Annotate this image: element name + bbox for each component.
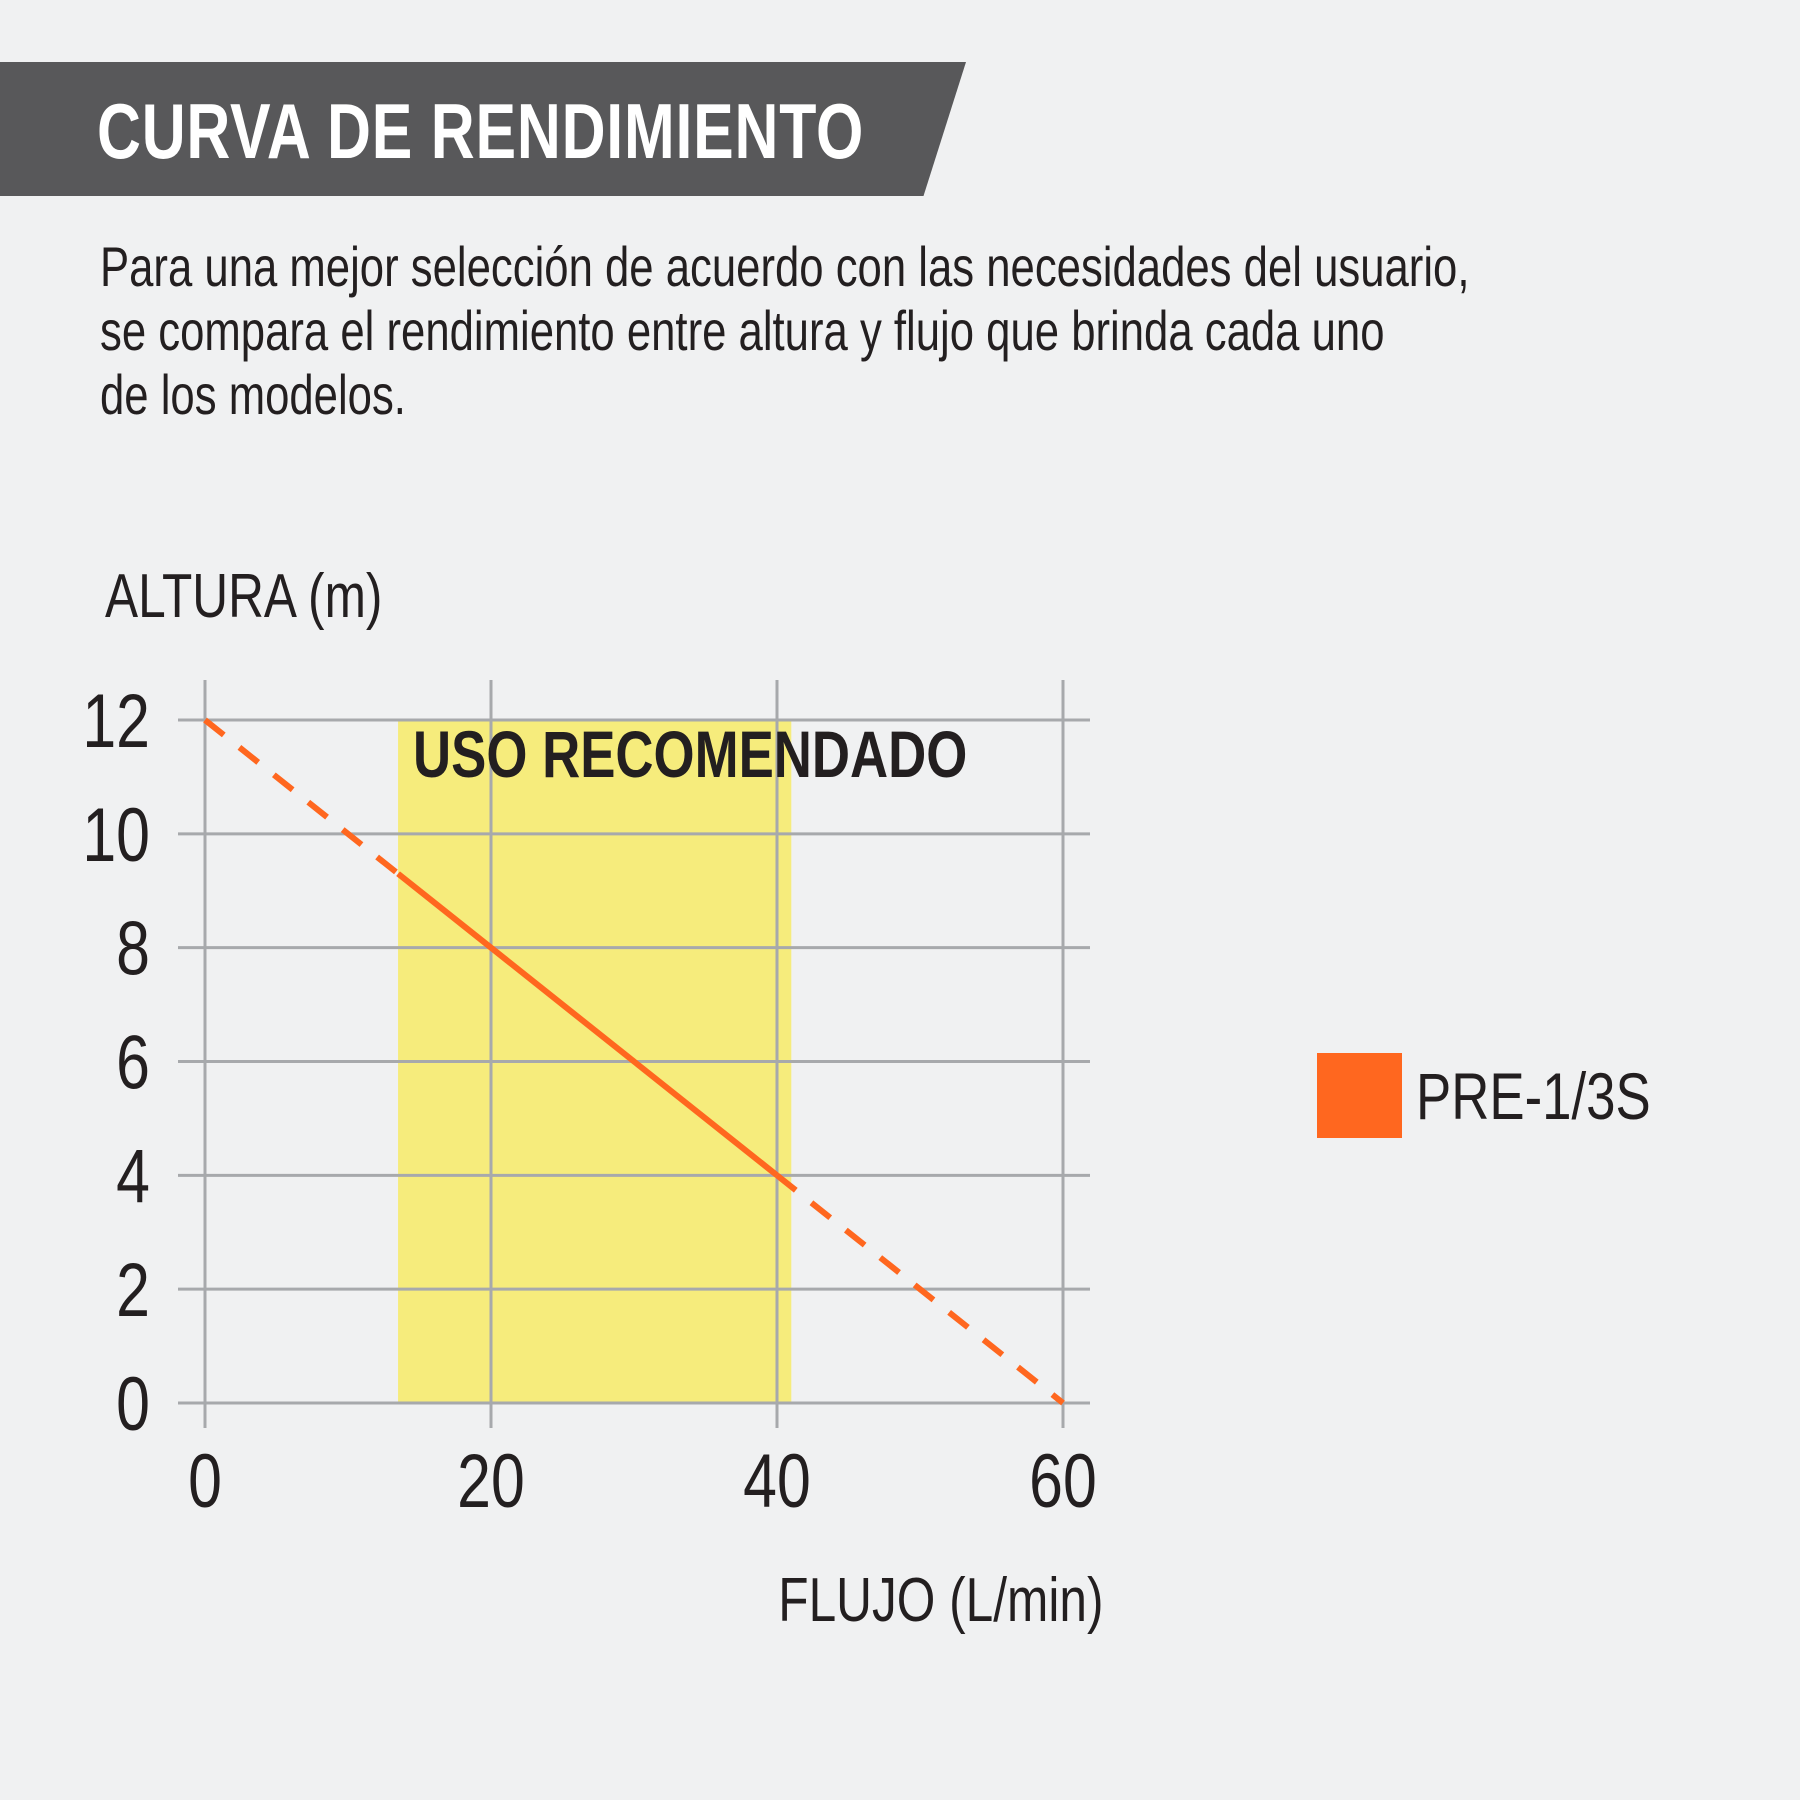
x-tick-label-20: 20	[457, 1439, 525, 1524]
series-0-dashed-end	[775, 1172, 1065, 1406]
y-tick-label-0: 0	[116, 1362, 150, 1447]
y-tick-label-8: 8	[116, 906, 150, 991]
recommended-zone-label: USO RECOMENDADO	[413, 717, 967, 791]
x-tick-label-40: 40	[743, 1439, 811, 1524]
legend-label-pre-1-3s: PRE-1/3S	[1416, 1058, 1651, 1133]
series-0-solid	[396, 871, 779, 1178]
y-tick-label-2: 2	[116, 1248, 150, 1333]
x-tick-label-0: 0	[188, 1439, 222, 1524]
series-0-dashed-start	[203, 717, 400, 877]
y-tick-label-4: 4	[116, 1134, 150, 1219]
y-axis-label: ALTURA (m)	[105, 562, 383, 631]
x-axis-label: FLUJO (L/min)	[777, 1566, 1103, 1635]
y-tick-label-6: 6	[116, 1020, 150, 1105]
x-tick-label-60: 60	[1029, 1439, 1097, 1524]
page-title: CURVA DE RENDIMIENTO	[97, 87, 865, 175]
legend: PRE-1/3S	[1317, 1053, 1709, 1138]
y-tick-label-12: 12	[82, 679, 150, 764]
title-banner	[0, 62, 966, 196]
intro-text: Para una mejor selección de acuerdo con …	[100, 235, 1470, 426]
y-tick-label-10: 10	[82, 792, 150, 877]
legend-swatch-pre-1-3s	[1317, 1053, 1402, 1138]
